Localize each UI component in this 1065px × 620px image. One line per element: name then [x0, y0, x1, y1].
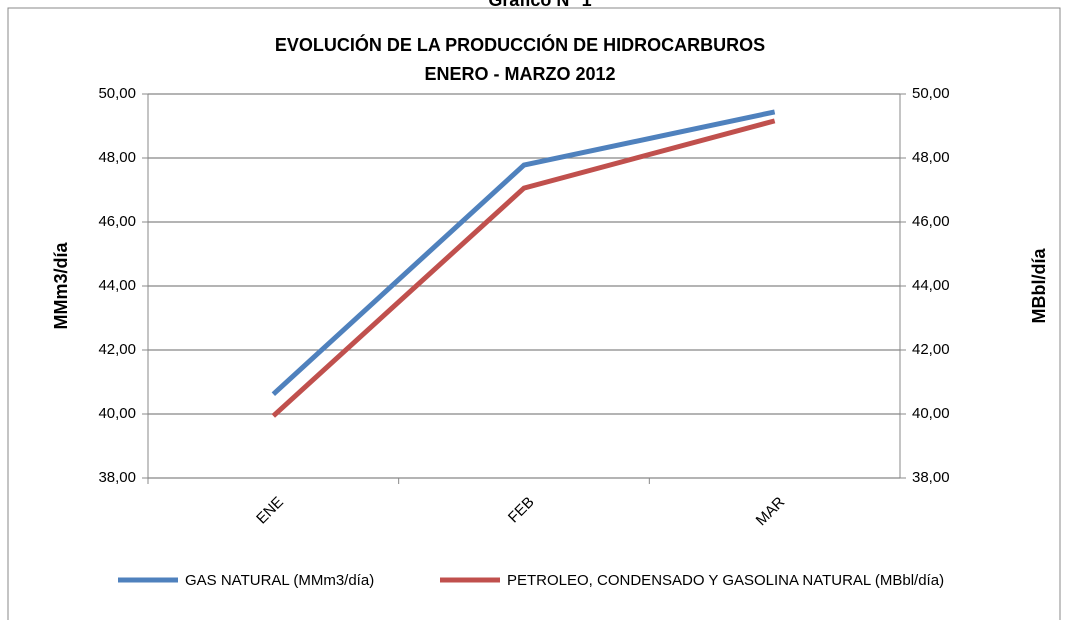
y2-tick-label: 50,00: [912, 85, 950, 102]
y-tick-label: 50,00: [98, 85, 136, 102]
y2-tick-label: 46,00: [912, 213, 950, 230]
y2-tick-label: 48,00: [912, 149, 950, 166]
y2-tick-label: 38,00: [912, 469, 950, 486]
chart-subtitle: ENERO - MARZO 2012: [424, 64, 615, 84]
chart-title: EVOLUCIÓN DE LA PRODUCCIÓN DE HIDROCARBU…: [275, 34, 765, 55]
y2-tick-label: 44,00: [912, 277, 950, 294]
y2-axis-title: MBbl/día: [1029, 248, 1049, 324]
legend-label: GAS NATURAL (MMm3/día): [185, 572, 374, 589]
chart-frame: [7, 7, 1061, 620]
y-tick-label: 48,00: [98, 149, 136, 166]
y-tick-label: 42,00: [98, 341, 136, 358]
y-tick-label: 44,00: [98, 277, 136, 294]
chart-header: Gráfico N° 1: [488, 0, 591, 10]
series-line: [271, 109, 776, 397]
y-tick-label: 46,00: [98, 213, 136, 230]
y-tick-label: 40,00: [98, 405, 136, 422]
y2-tick-label: 42,00: [912, 341, 950, 358]
series-line: [271, 118, 776, 418]
legend-label: PETROLEO, CONDENSADO Y GASOLINA NATURAL …: [507, 572, 944, 589]
y2-tick-label: 40,00: [912, 405, 950, 422]
y-axis-title: MMm3/día: [51, 242, 71, 330]
y-tick-label: 38,00: [98, 469, 136, 486]
